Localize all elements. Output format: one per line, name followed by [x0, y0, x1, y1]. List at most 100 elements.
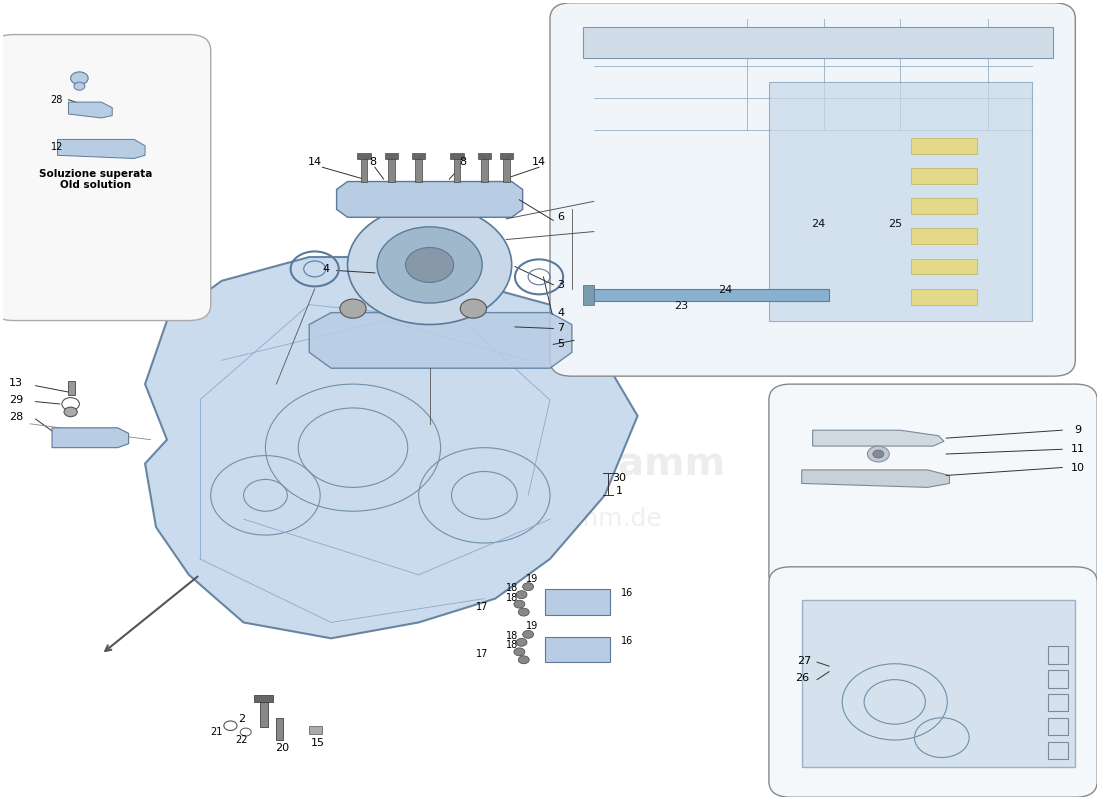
FancyBboxPatch shape — [769, 567, 1097, 798]
Text: 7: 7 — [558, 323, 564, 334]
Text: 18: 18 — [506, 641, 518, 650]
Text: 22: 22 — [235, 735, 248, 745]
Circle shape — [518, 656, 529, 664]
Text: 4: 4 — [322, 264, 329, 274]
Text: 26: 26 — [794, 673, 808, 683]
Circle shape — [377, 227, 482, 303]
Circle shape — [64, 407, 77, 417]
Text: 30: 30 — [612, 473, 626, 483]
Circle shape — [74, 82, 85, 90]
Text: 18: 18 — [506, 631, 518, 641]
Bar — [911, 258, 977, 274]
Text: 8: 8 — [370, 157, 376, 166]
Bar — [503, 158, 509, 182]
Text: 29: 29 — [9, 395, 23, 405]
Circle shape — [70, 72, 88, 85]
Bar — [276, 718, 283, 740]
Text: 6: 6 — [558, 212, 564, 222]
Circle shape — [516, 590, 527, 598]
Bar — [802, 600, 1076, 767]
Bar — [1048, 742, 1068, 759]
Text: 19: 19 — [526, 622, 538, 631]
Circle shape — [518, 608, 529, 616]
Text: 13: 13 — [9, 378, 23, 387]
Bar — [361, 158, 367, 182]
Bar — [453, 158, 460, 182]
Text: 28: 28 — [9, 413, 23, 422]
Polygon shape — [802, 470, 949, 487]
Text: 3: 3 — [558, 280, 564, 290]
Bar — [911, 138, 977, 154]
Text: 14: 14 — [308, 157, 322, 166]
Text: 4: 4 — [558, 308, 564, 318]
Circle shape — [522, 582, 534, 590]
Polygon shape — [57, 139, 145, 158]
Text: 24: 24 — [811, 218, 825, 229]
Text: 21: 21 — [210, 727, 222, 737]
Text: autodiagramm.de: autodiagramm.de — [438, 507, 662, 531]
Bar — [1048, 694, 1068, 711]
Text: 25: 25 — [888, 218, 902, 229]
Text: 17: 17 — [475, 650, 488, 659]
Bar — [544, 637, 610, 662]
Circle shape — [868, 446, 889, 462]
Bar — [358, 153, 371, 159]
Text: 1: 1 — [615, 486, 623, 496]
Text: Soluzione superata: Soluzione superata — [40, 170, 153, 179]
Text: 8: 8 — [459, 157, 466, 166]
Text: 17: 17 — [475, 602, 488, 611]
Text: 28: 28 — [51, 94, 63, 105]
Circle shape — [514, 648, 525, 656]
Bar — [911, 289, 977, 305]
Text: 11: 11 — [1070, 444, 1085, 454]
Polygon shape — [813, 430, 944, 446]
Circle shape — [522, 630, 534, 638]
Circle shape — [406, 247, 453, 282]
Polygon shape — [337, 182, 522, 218]
Bar — [477, 153, 491, 159]
Bar — [254, 694, 273, 702]
FancyBboxPatch shape — [769, 384, 1097, 590]
Circle shape — [340, 299, 366, 318]
Bar — [388, 158, 395, 182]
Bar — [911, 168, 977, 184]
Bar — [911, 198, 977, 214]
Text: 5: 5 — [558, 339, 564, 350]
Bar — [769, 82, 1032, 321]
Polygon shape — [68, 102, 112, 118]
Text: Old solution: Old solution — [60, 181, 131, 190]
Bar — [309, 726, 322, 734]
Text: 19: 19 — [526, 574, 538, 584]
Bar — [481, 158, 487, 182]
Bar — [583, 285, 594, 305]
Bar — [416, 158, 422, 182]
Text: 20: 20 — [275, 743, 289, 753]
FancyBboxPatch shape — [550, 2, 1076, 376]
Text: 10: 10 — [1070, 462, 1085, 473]
Polygon shape — [309, 313, 572, 368]
Text: 14: 14 — [532, 157, 546, 166]
Bar — [588, 289, 829, 301]
Text: 12: 12 — [51, 142, 63, 152]
Polygon shape — [52, 428, 129, 448]
Bar — [1048, 670, 1068, 687]
Text: 9: 9 — [1074, 425, 1081, 435]
Bar — [68, 381, 75, 395]
Polygon shape — [145, 257, 638, 638]
Bar — [450, 153, 463, 159]
Bar — [544, 589, 610, 614]
Bar — [385, 153, 398, 159]
Circle shape — [514, 600, 525, 608]
Circle shape — [348, 206, 512, 325]
Circle shape — [873, 450, 883, 458]
Text: 16: 16 — [621, 636, 634, 646]
Text: 23: 23 — [674, 302, 689, 311]
Circle shape — [516, 638, 527, 646]
Bar — [583, 26, 1054, 58]
Bar — [412, 153, 426, 159]
Text: 16: 16 — [621, 588, 634, 598]
FancyBboxPatch shape — [0, 34, 211, 321]
Bar — [499, 153, 513, 159]
Text: 2: 2 — [238, 714, 245, 724]
Text: parts.diagramm: parts.diagramm — [374, 445, 726, 482]
